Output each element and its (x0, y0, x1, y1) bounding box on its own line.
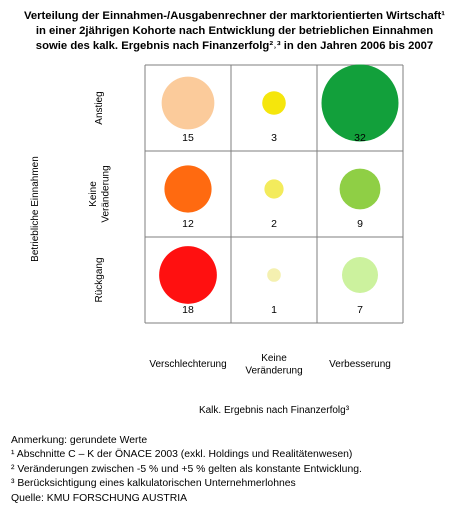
y-tick-label-keine-veränderung: Keine Veränderung (88, 165, 112, 222)
y-axis-title: Betriebliche Einnahmen (30, 156, 41, 262)
chart-title-line-1: Verteilung der Einnahmen-/Ausgabenrechne… (23, 10, 446, 22)
chart-title-line-2: in einer 2jährigen Kohorte nach Entwickl… (35, 25, 434, 37)
value-label: 18 (182, 304, 194, 316)
value-label: 2 (271, 218, 277, 230)
bubble-anstieg-verschlechterung (161, 76, 215, 130)
value-label: 3 (271, 132, 277, 144)
y-tick-label-anstieg: Anstieg (94, 91, 105, 124)
bubble-keine-veränderung-keine-veränderung (264, 179, 284, 199)
bubble-anstieg-keine-veränderung (262, 91, 286, 115)
chart-title: Verteilung der Einnahmen-/Ausgabenrechne… (10, 9, 459, 54)
chart-title-line-3: sowie des kalk. Ergebnis nach Finanzerfo… (35, 40, 434, 52)
x-tick-label-verschlechterung: Verschlechterung (149, 359, 226, 370)
bubble-rückgang-verbesserung (341, 256, 379, 294)
footnote-2: ² Veränderungen zwischen -5 % und +5 % g… (11, 463, 362, 475)
footnote-1: ¹ Abschnitte C – K der ÖNACE 2003 (exkl.… (11, 449, 353, 461)
value-label: 7 (357, 304, 363, 316)
value-label: 9 (357, 218, 363, 230)
y-tick-label-rückgang: Rückgang (94, 257, 105, 302)
x-tick-label-keine-veränderung: Keine Veränderung (245, 353, 302, 377)
bubble-keine-veränderung-verbesserung (339, 168, 381, 210)
bubble-rückgang-keine-veränderung (267, 268, 281, 282)
bubble-anstieg-verbesserung (321, 64, 399, 142)
bubble-rückgang-verschlechterung (159, 246, 217, 304)
value-label: 12 (182, 218, 194, 230)
footnote-remark: Anmerkung: gerundete Werte (11, 435, 148, 446)
x-axis-title: Kalk. Ergebnis nach Finanzerfolg³ (199, 405, 350, 416)
value-label: 32 (354, 132, 366, 144)
footnote-3: ³ Berücksichtigung eines kalkulatorische… (11, 478, 296, 490)
value-label: 15 (182, 132, 194, 144)
x-tick-label-verbesserung: Verbesserung (329, 359, 391, 370)
value-label: 1 (271, 304, 277, 316)
source-note: Quelle: KMU FORSCHUNG AUSTRIA (11, 492, 188, 504)
bubble-keine-veränderung-verschlechterung (164, 165, 212, 213)
footnotes: Anmerkung: gerundete Werte ¹ Abschnitte … (11, 434, 362, 506)
